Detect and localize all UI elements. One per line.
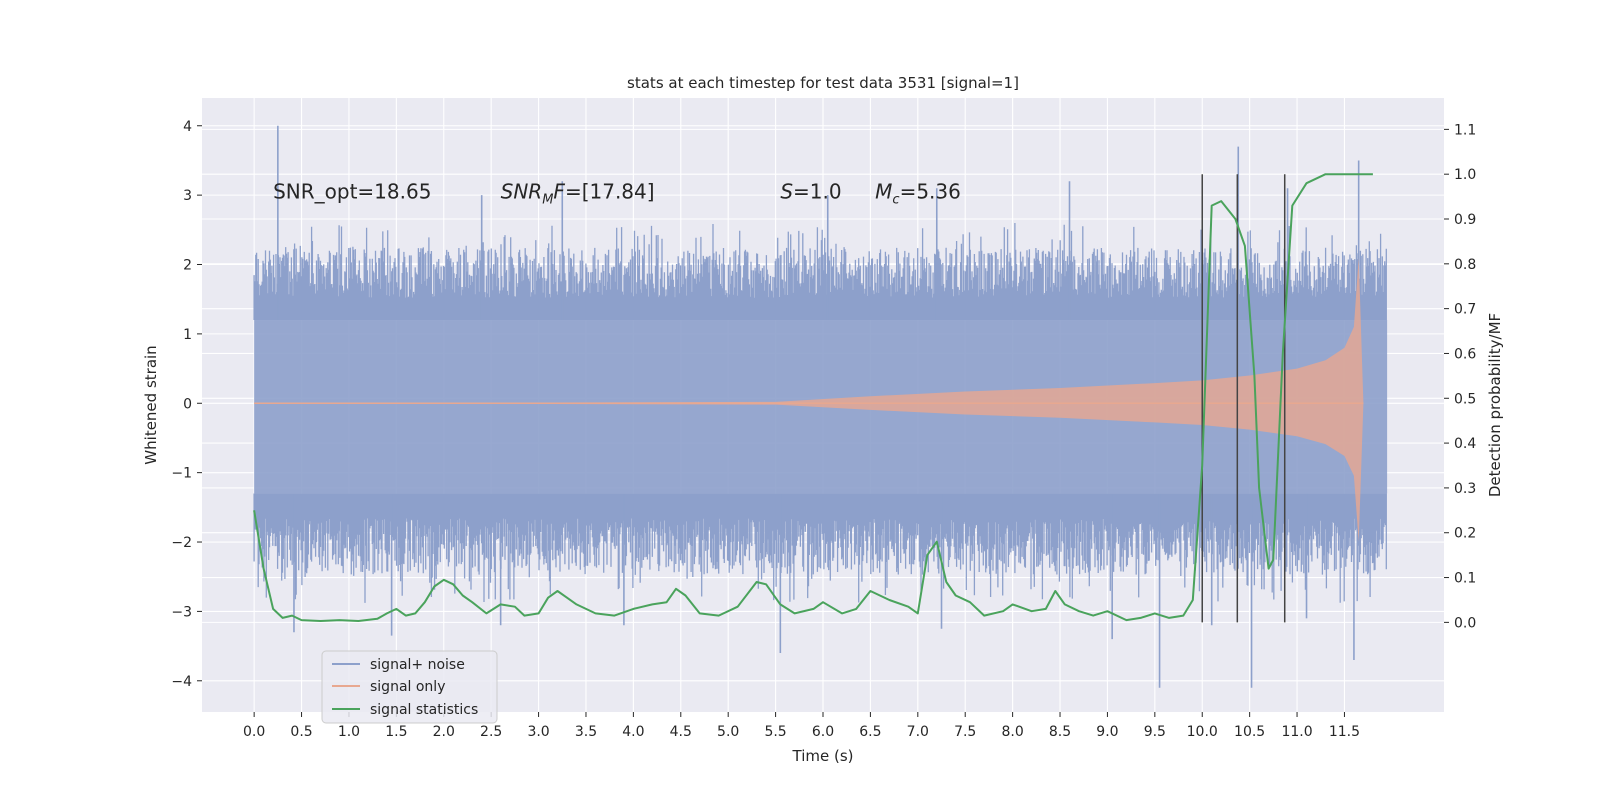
x-tick-label-5.0: 5.0: [717, 724, 739, 740]
x-axis-label: Time (s): [792, 747, 854, 765]
y2-axis-ticks: 1.1 1.0 0.9 0.8 0.7 0.6 0.5 0.4 0.3 0.2 0.1 0.0: [1444, 122, 1476, 631]
x-tick-label-11.5: 11.5: [1329, 724, 1360, 740]
x-tick-label-7.0: 7.0: [907, 724, 929, 740]
noise-lower-spikes: [253, 493, 1387, 603]
legend: signal+ noise signal only signal statist…: [321, 650, 498, 724]
series-signal-statistics: [253, 173, 1373, 622]
x-tick-label-1.5: 1.5: [385, 724, 407, 740]
x-tick-label-10.0: 10.0: [1187, 724, 1218, 740]
y2-tick-label-0.5: 0.5: [1454, 391, 1476, 407]
annotation-3: Mc=5.36: [875, 180, 961, 208]
y2-tick-label-0.9: 0.9: [1454, 212, 1476, 228]
x-tick-label-11.0: 11.0: [1281, 724, 1312, 740]
y-tick-label-3: 3: [183, 188, 192, 204]
annotations: SNR_opt=18.65 SNRMF=[17.84] S=1.0 Mc=5.36: [273, 180, 961, 208]
vertical-markers: [1201, 174, 1286, 623]
y2-tick-label-0.4: 0.4: [1454, 436, 1476, 452]
y2-tick-label-1.1: 1.1: [1454, 122, 1476, 138]
y-tick-label-0: 0: [183, 396, 192, 412]
x-tick-label-4.0: 4.0: [622, 724, 644, 740]
x-tick-label-7.5: 7.5: [954, 724, 976, 740]
y2-tick-label-0.6: 0.6: [1454, 346, 1476, 362]
x-tick-label-6.5: 6.5: [859, 724, 881, 740]
signal-envelope: [254, 257, 1364, 542]
x-tick-label-2.0: 2.0: [433, 724, 455, 740]
stats-line: [253, 173, 1373, 622]
y2-axis-label: Detection probability/MF: [1486, 313, 1504, 497]
x-tick-label-8.0: 8.0: [1001, 724, 1023, 740]
legend-box: [321, 650, 498, 724]
y2-tick-label-0.7: 0.7: [1454, 302, 1476, 318]
legend-label-signal-statistics: signal statistics: [370, 702, 478, 718]
x-tick-label-5.5: 5.5: [764, 724, 786, 740]
x-tick-label-3.0: 3.0: [527, 724, 549, 740]
y-tick-label-−3: −3: [171, 604, 192, 620]
x-tick-label-6.0: 6.0: [812, 724, 834, 740]
x-tick-label-8.5: 8.5: [1049, 724, 1071, 740]
y2-tick-label-0.2: 0.2: [1454, 526, 1476, 542]
x-tick-label-9.0: 9.0: [1096, 724, 1118, 740]
chart-title: stats at each timestep for test data 353…: [627, 74, 1019, 92]
annotation-0: SNR_opt=18.65: [273, 180, 431, 204]
annotation-1: SNRMF=[17.84]: [501, 180, 655, 208]
y-tick-label-−4: −4: [171, 674, 192, 690]
x-tick-label-10.5: 10.5: [1234, 724, 1265, 740]
x-tick-label-0.0: 0.0: [243, 724, 265, 740]
noise-upper-spikes: [253, 223, 1387, 320]
y-tick-label-4: 4: [183, 119, 192, 135]
legend-label-signal-noise: signal+ noise: [370, 657, 465, 673]
x-tick-label-3.5: 3.5: [575, 724, 597, 740]
y-tick-label-1: 1: [183, 327, 192, 343]
x-axis-ticks: 0.0 0.5 1.0 1.5 2.0 2.5 3.0 3.5 4.0 4.5 5.0 5.5 6.0 6…: [243, 712, 1360, 740]
y2-tick-label-0.0: 0.0: [1454, 615, 1476, 631]
y-tick-label-−1: −1: [171, 466, 192, 482]
y2-tick-label-0.1: 0.1: [1454, 571, 1476, 587]
y2-tick-label-1.0: 1.0: [1454, 167, 1476, 183]
x-tick-label-1.0: 1.0: [338, 724, 360, 740]
y-axis-ticks: 4 3 2 1 0 −1 −2 −3 −4: [171, 119, 202, 690]
x-tick-label-2.5: 2.5: [480, 724, 502, 740]
y-axis-label: Whitened strain: [142, 345, 160, 464]
series-signal-only: [254, 257, 1364, 542]
x-tick-label-9.5: 9.5: [1144, 724, 1166, 740]
y-tick-label-2: 2: [183, 258, 192, 274]
legend-label-signal-only: signal only: [370, 679, 445, 695]
annotation-2: S=1.0: [780, 180, 841, 204]
y2-tick-label-0.8: 0.8: [1454, 257, 1476, 273]
x-tick-label-4.5: 4.5: [670, 724, 692, 740]
y2-tick-label-0.3: 0.3: [1454, 481, 1476, 497]
x-tick-label-0.5: 0.5: [290, 724, 312, 740]
y-tick-label-−2: −2: [171, 535, 192, 551]
